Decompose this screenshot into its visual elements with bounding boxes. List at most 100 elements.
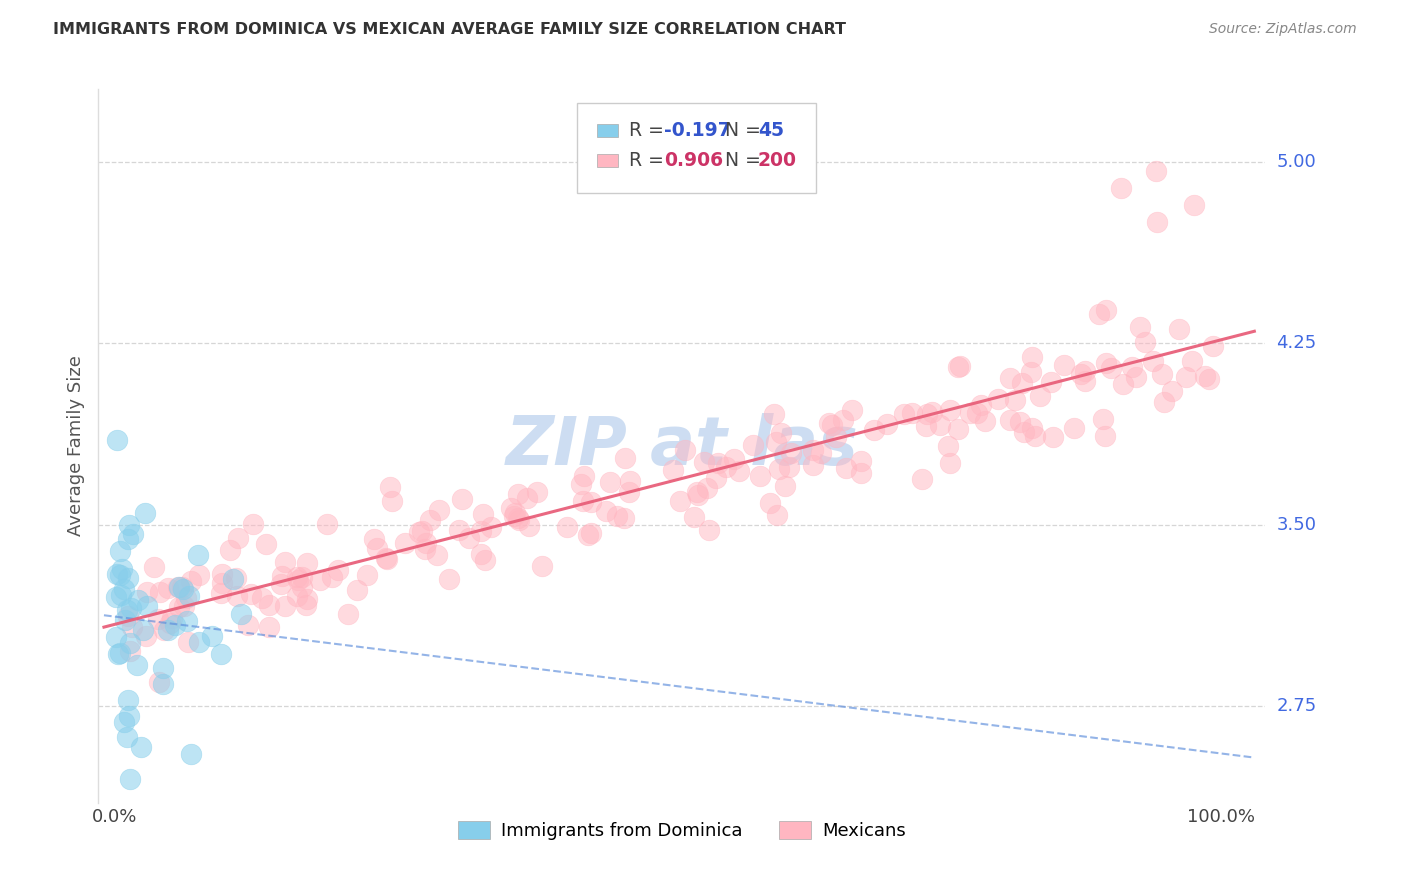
Point xyxy=(849,466,872,480)
Point xyxy=(673,442,696,457)
Point xyxy=(114,613,136,627)
FancyBboxPatch shape xyxy=(576,103,815,193)
Text: 0.906: 0.906 xyxy=(665,151,724,170)
Point xyxy=(167,600,190,615)
Point xyxy=(163,617,186,632)
Point xyxy=(503,506,526,520)
Point xyxy=(1150,367,1173,381)
Point xyxy=(949,359,972,373)
Point xyxy=(765,434,787,449)
Point xyxy=(174,591,197,605)
Point xyxy=(1053,358,1076,372)
Point xyxy=(686,488,709,502)
Point xyxy=(714,460,737,475)
Point xyxy=(270,577,292,591)
Point xyxy=(810,445,832,459)
Point xyxy=(821,418,844,433)
Point xyxy=(1029,388,1052,402)
Point xyxy=(1094,428,1116,442)
Point xyxy=(765,508,787,522)
Point xyxy=(911,472,934,486)
Text: R =: R = xyxy=(630,151,671,170)
Text: 2.75: 2.75 xyxy=(1277,697,1317,715)
Point xyxy=(413,542,436,557)
Point xyxy=(470,547,492,561)
Point xyxy=(778,460,800,475)
Point xyxy=(1202,338,1225,352)
Point xyxy=(921,405,943,419)
Point xyxy=(427,502,450,516)
Point xyxy=(117,532,139,546)
Point xyxy=(970,398,993,412)
Point xyxy=(606,509,628,524)
Point xyxy=(187,549,209,563)
Point xyxy=(225,571,247,585)
Point xyxy=(112,715,135,730)
Point xyxy=(219,542,242,557)
Point xyxy=(1167,322,1189,336)
Point xyxy=(1011,376,1033,390)
Point xyxy=(316,516,339,531)
Point xyxy=(209,647,232,661)
Point xyxy=(415,535,437,549)
Point xyxy=(110,588,132,602)
Point xyxy=(901,406,924,420)
Point xyxy=(222,572,245,586)
Point xyxy=(1146,215,1168,229)
Point xyxy=(1121,360,1143,375)
Point xyxy=(1004,393,1026,408)
Point xyxy=(1198,372,1220,386)
Point xyxy=(229,607,252,622)
Point xyxy=(115,731,138,745)
Point xyxy=(613,510,636,524)
Point xyxy=(1063,421,1085,435)
Point xyxy=(526,484,548,499)
Text: Source: ZipAtlas.com: Source: ZipAtlas.com xyxy=(1209,22,1357,37)
Point xyxy=(356,568,378,582)
Point xyxy=(572,494,595,508)
Point xyxy=(226,589,249,603)
Point xyxy=(108,567,131,582)
Point xyxy=(619,475,641,489)
Point xyxy=(309,573,332,587)
Point xyxy=(188,568,211,582)
Point xyxy=(1074,363,1097,377)
Point xyxy=(508,487,530,501)
Text: 45: 45 xyxy=(758,121,783,140)
Point xyxy=(517,519,540,533)
Point xyxy=(1129,319,1152,334)
FancyBboxPatch shape xyxy=(596,124,617,137)
Point xyxy=(723,452,745,467)
Y-axis label: Average Family Size: Average Family Size xyxy=(66,356,84,536)
Point xyxy=(287,573,309,587)
Text: 3.50: 3.50 xyxy=(1277,516,1316,533)
Point xyxy=(172,582,194,596)
Point xyxy=(936,438,959,452)
Point xyxy=(209,585,232,599)
Point xyxy=(803,458,825,472)
Point xyxy=(148,674,170,689)
Point xyxy=(863,423,886,437)
Point xyxy=(1142,353,1164,368)
Point xyxy=(346,582,368,597)
Point xyxy=(576,528,599,542)
Point xyxy=(167,580,190,594)
Point xyxy=(173,599,195,614)
Point xyxy=(959,406,981,420)
Point xyxy=(1181,354,1204,368)
Point xyxy=(474,552,496,566)
Point xyxy=(966,406,988,420)
Point xyxy=(759,496,782,510)
Point xyxy=(449,523,471,537)
Point xyxy=(693,455,716,469)
Point xyxy=(236,617,259,632)
Point xyxy=(516,491,538,506)
Point xyxy=(769,425,792,440)
Point xyxy=(572,468,595,483)
Text: 200: 200 xyxy=(758,151,797,170)
Point xyxy=(326,563,349,577)
Point xyxy=(451,491,474,506)
Point xyxy=(707,456,730,470)
Point xyxy=(502,508,524,523)
Point xyxy=(780,446,803,460)
